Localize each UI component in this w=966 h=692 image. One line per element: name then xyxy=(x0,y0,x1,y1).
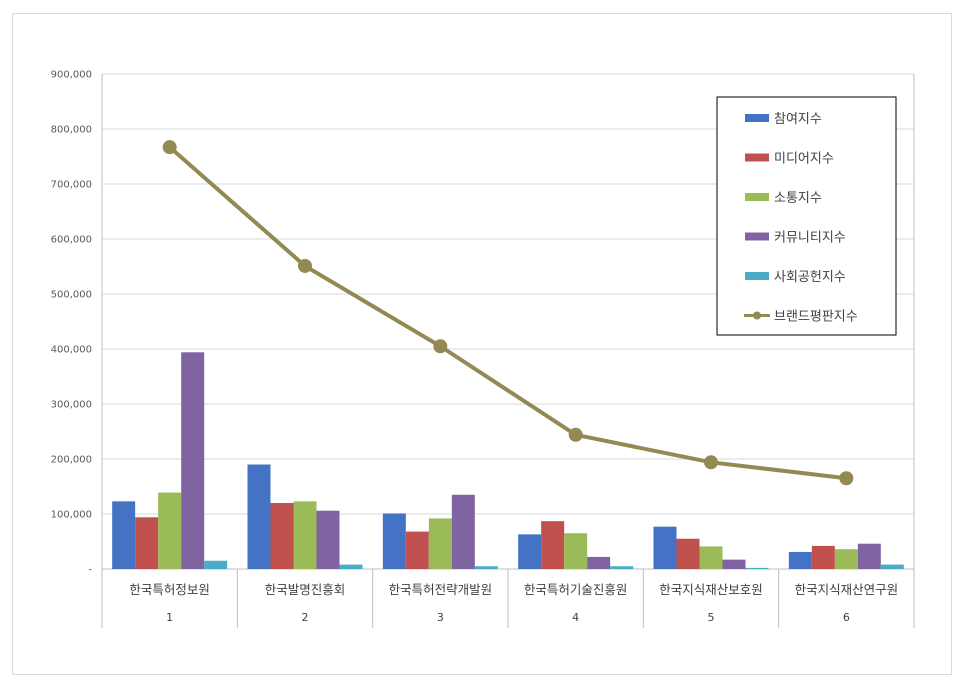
legend-swatch xyxy=(745,114,769,122)
bar xyxy=(270,503,294,569)
bar xyxy=(474,566,498,569)
x-index-label: 2 xyxy=(302,611,309,624)
line-point xyxy=(433,339,448,354)
line-point xyxy=(568,427,583,442)
bar xyxy=(247,464,271,569)
y-tick-label: 100,000 xyxy=(51,510,92,521)
legend-swatch xyxy=(745,272,769,280)
bar xyxy=(834,549,858,569)
bar xyxy=(204,560,228,569)
y-tick-label: - xyxy=(88,565,92,576)
y-tick-label: 600,000 xyxy=(51,235,92,246)
bar xyxy=(382,513,406,569)
bar xyxy=(293,501,317,569)
y-tick-label: 800,000 xyxy=(51,125,92,136)
legend-label: 참여지수 xyxy=(774,112,822,127)
y-tick-label: 200,000 xyxy=(51,455,92,466)
bar xyxy=(788,551,812,569)
x-index-label: 5 xyxy=(708,611,715,624)
y-tick-label: 300,000 xyxy=(51,400,92,411)
bar xyxy=(811,545,835,569)
bar xyxy=(880,564,904,569)
bar xyxy=(722,559,746,569)
bar xyxy=(158,492,182,569)
legend-label: 미디어지수 xyxy=(774,152,834,167)
bar xyxy=(112,501,136,569)
bar xyxy=(610,566,634,569)
line-point xyxy=(704,455,718,470)
x-index-label: 3 xyxy=(437,611,444,624)
bar xyxy=(745,567,769,569)
x-category-label: 한국특허전략개발원 xyxy=(389,582,493,597)
line-point xyxy=(839,471,854,486)
bar xyxy=(135,517,159,569)
x-category-label: 한국지식재산연구원 xyxy=(795,582,899,597)
bar xyxy=(541,521,565,569)
legend-swatch xyxy=(745,232,769,241)
chart-frame: - 100,000 200,000 300,000 400,000 500,000 600,… xyxy=(12,13,952,675)
line-point xyxy=(298,258,312,273)
bar xyxy=(405,531,429,569)
x-index-label: 1 xyxy=(166,611,173,624)
bar xyxy=(181,352,205,569)
y-tick-label: 400,000 xyxy=(51,345,92,356)
y-tick-label: 500,000 xyxy=(51,290,92,301)
x-category-label: 한국특허정보원 xyxy=(129,582,210,597)
bar xyxy=(587,556,611,569)
series-line xyxy=(168,145,847,481)
bar xyxy=(653,526,677,569)
legend-swatch xyxy=(745,193,769,201)
legend-label: 소통지수 xyxy=(774,191,822,206)
legend-label: 커뮤니티지수 xyxy=(774,231,846,246)
bar xyxy=(428,518,452,569)
y-tick-label: 700,000 xyxy=(51,180,92,191)
bar xyxy=(451,494,475,569)
x-category-label: 한국발명진흥회 xyxy=(265,582,346,597)
x-category-label: 한국특허기술진흥원 xyxy=(524,582,628,597)
x-index-label: 6 xyxy=(843,611,850,624)
legend-swatch xyxy=(745,153,769,162)
y-tick-label: 900,000 xyxy=(51,70,92,81)
bar xyxy=(857,543,881,569)
bar xyxy=(339,564,363,569)
bar xyxy=(564,533,588,569)
legend-box xyxy=(716,96,897,336)
legend-label: 사회공헌지수 xyxy=(774,270,846,285)
x-category-label: 한국지식재산보호원 xyxy=(659,582,763,597)
legend-marker xyxy=(753,311,761,320)
bar xyxy=(316,510,340,569)
x-index-label: 4 xyxy=(572,611,579,624)
chart-svg: - 100,000 200,000 300,000 400,000 500,000 600,… xyxy=(51,70,915,628)
legend-label: 브랜드평판지수 xyxy=(774,310,858,325)
line-point xyxy=(162,140,177,155)
bar xyxy=(518,534,542,569)
bar xyxy=(699,546,723,569)
bar xyxy=(676,538,700,569)
